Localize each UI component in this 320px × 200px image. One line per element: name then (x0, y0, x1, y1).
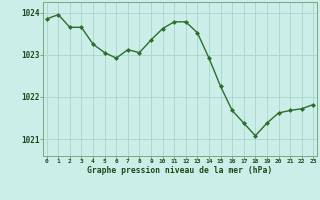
X-axis label: Graphe pression niveau de la mer (hPa): Graphe pression niveau de la mer (hPa) (87, 166, 273, 175)
